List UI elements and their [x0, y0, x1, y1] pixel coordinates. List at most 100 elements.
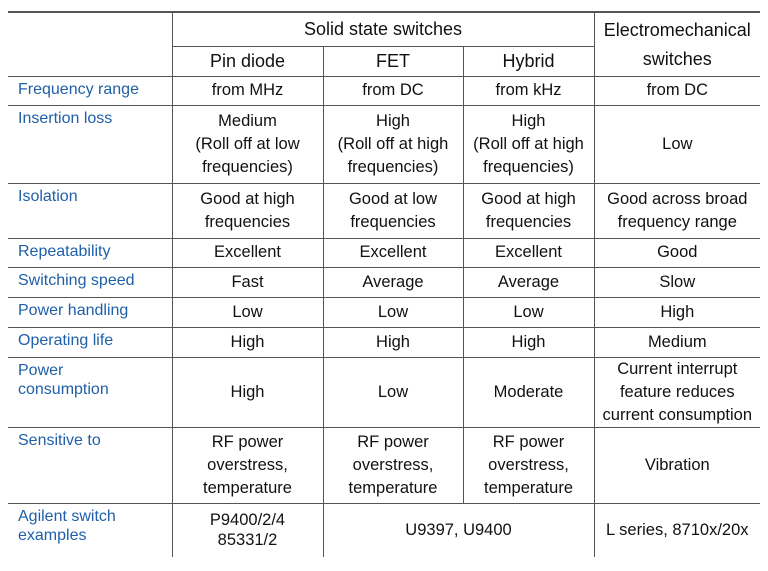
- cell-power-handling-pin-diode: Low: [171, 297, 323, 328]
- row-label-line: Isolation: [18, 187, 78, 205]
- fet-header: FET: [322, 46, 463, 77]
- row-agilent-switch-examples: Agilent switch examples P9400/2/4 85331/2 U9…: [8, 503, 761, 557]
- cell-operating-life-hybrid: High: [462, 327, 595, 358]
- row-isolation: Isolation Good at high frequencies Good at …: [8, 183, 761, 239]
- cell-line: temperature: [348, 478, 438, 497]
- cell-line: Moderate: [493, 382, 564, 401]
- cell-line: Fast: [231, 272, 264, 291]
- row-operating-life: Operating life High High High Medium: [8, 327, 761, 358]
- cell-frequency-range-hybrid: from kHz: [462, 76, 595, 106]
- cell-isolation-hybrid: Good at high frequencies: [462, 183, 595, 239]
- row-label-power-handling: Power handling: [8, 297, 172, 328]
- row-label-line: Operating life: [18, 331, 114, 349]
- cell-line: from kHz: [495, 81, 562, 99]
- cell-line: RF power: [492, 432, 565, 451]
- cell-repeatability-fet: Excellent: [322, 238, 463, 268]
- row-label-agilent-switch-examples: Agilent switch examples: [8, 503, 172, 557]
- cell-sensitive-to-fet: RF power overstress, temperature: [322, 427, 463, 504]
- row-power-handling: Power handling Low Low Low High: [8, 297, 761, 328]
- cell-frequency-range-pin-diode: from MHz: [171, 76, 323, 106]
- row-label-repeatability: Repeatability: [8, 238, 172, 268]
- cell-line: Medium: [647, 332, 707, 351]
- cell-sensitive-to-pin-diode: RF power overstress, temperature: [171, 427, 323, 504]
- cell-line: frequencies: [350, 212, 436, 231]
- corner-cell: [8, 11, 172, 77]
- cell-power-consumption-hybrid: Moderate: [462, 357, 595, 428]
- cell-power-consumption-pin-diode: High: [171, 357, 323, 428]
- row-label-line: Agilent switch: [18, 507, 116, 525]
- row-label-line: Power handling: [18, 301, 129, 319]
- electromechanical-header: Electromechanical switches: [593, 11, 761, 77]
- cell-line: Good across broad: [607, 189, 748, 208]
- row-label-isolation: Isolation: [8, 183, 172, 239]
- row-label-line: Sensitive to: [18, 431, 101, 449]
- row-repeatability: Repeatability Excellent Excellent Excellent…: [8, 238, 761, 268]
- cell-line: overstress,: [488, 455, 569, 474]
- row-label-line: Power: [18, 361, 64, 379]
- electro-header-line1: Electromechanical: [603, 19, 751, 40]
- cell-line: Low: [377, 302, 409, 321]
- row-label-line: Insertion loss: [18, 109, 113, 127]
- cell-line: feature reduces: [619, 382, 735, 401]
- cell-line: Medium: [218, 111, 277, 130]
- row-sensitive-to: Sensitive to RF power overstress, temperatu…: [8, 427, 761, 504]
- cell-line: (Roll off at high: [473, 134, 584, 153]
- cell-line: frequencies: [204, 212, 291, 231]
- row-label-operating-life: Operating life: [8, 327, 172, 358]
- cell-insertion-loss-fet: High (Roll off at high frequencies): [322, 105, 463, 184]
- row-label-power-consumption: Power consumption: [8, 357, 172, 428]
- row-power-consumption: Power consumption High Low Moderate Current i…: [8, 357, 761, 428]
- cell-line: High: [511, 111, 546, 130]
- cell-line: Excellent: [359, 243, 427, 261]
- cell-power-handling-fet: Low: [322, 297, 463, 328]
- cell-line: frequencies: [485, 212, 572, 231]
- cell-line: current consumption: [602, 405, 753, 424]
- cell-power-consumption-fet: Low: [322, 357, 463, 428]
- cell-line: P9400/2/4: [209, 511, 286, 530]
- cell-line: Good: [657, 243, 698, 261]
- cell-insertion-loss-hybrid: High (Roll off at high frequencies): [462, 105, 595, 184]
- cell-line: Excellent: [214, 243, 281, 261]
- cell-isolation-pin-diode: Good at high frequencies: [171, 183, 323, 239]
- cell-line: from DC: [646, 81, 708, 99]
- row-label-line: Switching speed: [18, 271, 135, 289]
- cell-switching-speed-hybrid: Average: [462, 267, 595, 298]
- cell-line: (Roll off at high: [337, 134, 449, 153]
- cell-line: High: [660, 302, 695, 321]
- cell-line: RF power: [211, 432, 284, 451]
- cell-line: RF power: [357, 432, 429, 451]
- cell-operating-life-pin-diode: High: [171, 327, 323, 358]
- cell-line: 85331/2: [217, 531, 278, 550]
- pin-diode-header: Pin diode: [171, 46, 323, 77]
- cell-line: High: [230, 382, 265, 401]
- switch-comparison-table: Solid state switches Electromechanical s…: [8, 11, 761, 557]
- cell-line: temperature: [484, 478, 573, 497]
- cell-isolation-fet: Good at low frequencies: [322, 183, 463, 239]
- cell-line: (Roll off at low: [195, 134, 300, 153]
- cell-switching-speed-fet: Average: [322, 267, 463, 298]
- cell-line: from MHz: [211, 81, 284, 99]
- cell-line: frequencies): [483, 157, 574, 176]
- row-label-frequency-range: Frequency range: [8, 76, 172, 106]
- cell-line: overstress,: [207, 455, 288, 474]
- cell-power-consumption-electromechanical: Current interrupt feature reduces current …: [593, 357, 761, 428]
- cell-power-handling-hybrid: Low: [462, 297, 595, 328]
- cell-line: Average: [497, 272, 560, 291]
- cell-examples-electromechanical: L series, 8710x/20x: [593, 503, 761, 557]
- cell-line: Excellent: [495, 243, 562, 261]
- cell-sensitive-to-electromechanical: Vibration: [593, 427, 761, 504]
- row-label-insertion-loss: Insertion loss: [8, 105, 172, 184]
- cell-line: Low: [662, 134, 693, 153]
- cell-line: Good at high: [200, 189, 295, 208]
- cell-examples-fet-hybrid: U9397, U9400: [322, 503, 595, 557]
- cell-line: Low: [377, 382, 409, 401]
- cell-operating-life-fet: High: [322, 327, 463, 358]
- cell-line: Current interrupt: [617, 359, 738, 378]
- row-label-line: Repeatability: [18, 242, 111, 260]
- cell-repeatability-hybrid: Excellent: [462, 238, 595, 268]
- cell-line: Good at low: [348, 189, 438, 208]
- cell-isolation-electromechanical: Good across broad frequency range: [593, 183, 761, 239]
- cell-line: High: [376, 332, 410, 351]
- cell-line: Slow: [659, 272, 696, 291]
- cell-examples-pin-diode: P9400/2/4 85331/2: [171, 503, 323, 557]
